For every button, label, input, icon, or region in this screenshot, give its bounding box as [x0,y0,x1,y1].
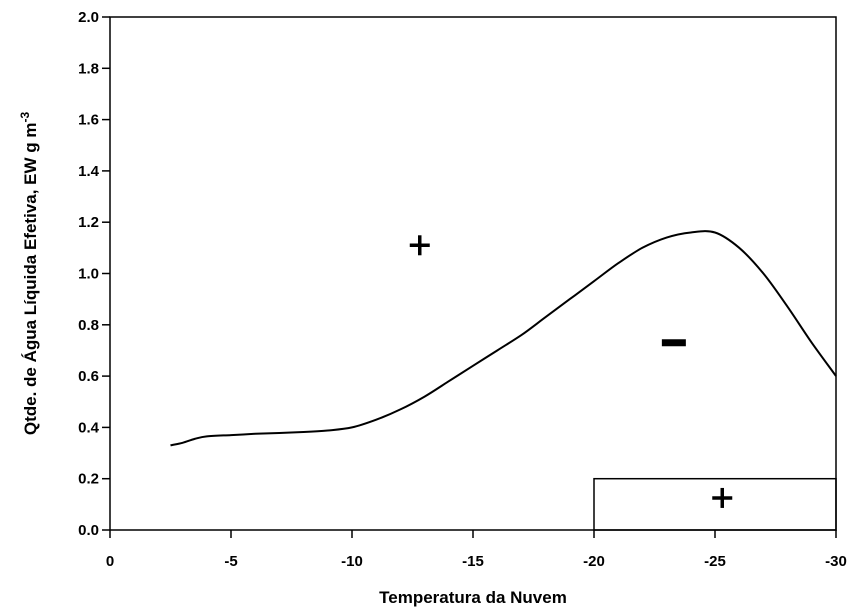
x-tick-label: -15 [462,553,484,570]
y-axis-title-superscript: -3 [18,112,32,123]
y-tick-label: 0.4 [78,419,100,436]
y-tick-label: 0.0 [78,522,99,539]
x-tick-label: 0 [106,553,114,570]
x-axis-ticks: 0 -5 -10 -15 -20 -25 -30 [106,530,847,570]
plus-sign-annotation [409,235,430,256]
series-line-ew [170,230,837,447]
x-axis-title: Temperatura da Nuvem [379,588,567,607]
minus-sign-annotation [661,339,686,347]
y-axis-title: Qtde. de Água Líquida Efetiva, EW g m-3 [18,112,40,436]
plus-sign-annotation [712,487,733,508]
y-tick-label: 0.8 [78,317,99,334]
x-tick-label: -10 [341,553,363,570]
y-tick-label: 0.2 [78,471,99,488]
y-tick-label: 1.4 [78,163,100,180]
y-axis-ticks: 0.0 0.2 0.4 0.6 0.8 1.0 1.2 1.4 1.6 1.8 2.0 [78,9,110,539]
ice-region-box [593,477,837,531]
x-tick-label: -5 [224,553,237,570]
x-tick-label: -20 [583,553,605,570]
y-tick-label: 1.0 [78,266,99,283]
y-tick-label: 1.8 [78,60,99,77]
sign-annotations [409,235,733,508]
y-tick-label: 1.2 [78,214,99,231]
plot-frame [109,16,837,531]
y-tick-label: 1.6 [78,112,99,129]
y-tick-label: 0.6 [78,368,99,385]
y-tick-label: 2.0 [78,9,99,26]
x-tick-label: -30 [825,553,847,570]
x-tick-label: -25 [704,553,726,570]
y-axis-title-main: Qtde. de Água Líquida Efetiva, EW g m [21,123,40,436]
